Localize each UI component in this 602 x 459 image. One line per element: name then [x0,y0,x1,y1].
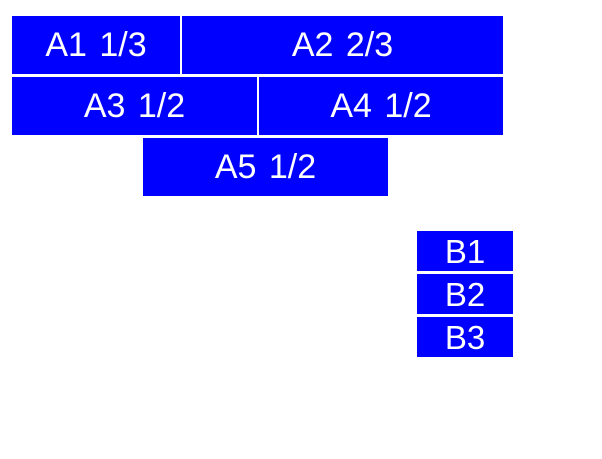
box-a2: A2 2/3 [182,16,503,74]
box-a1: A1 1/3 [12,16,180,74]
box-a2-label: A2 2/3 [291,26,394,64]
box-a4-label: A4 1/2 [330,87,432,125]
box-a4: A4 1/2 [259,77,503,135]
box-a3: A3 1/2 [12,77,257,135]
box-b1-label: B1 [444,232,486,270]
box-b2-label: B2 [444,275,486,313]
box-b2: B2 [417,274,513,314]
box-a1-label: A1 1/3 [45,26,147,64]
box-a3-label: A3 1/2 [83,87,186,125]
box-b3-label: B3 [444,318,486,356]
box-a5: A5 1/2 [143,138,388,196]
box-b1: B1 [417,231,513,271]
box-b3: B3 [417,317,513,357]
box-a5-label: A5 1/2 [214,148,317,186]
